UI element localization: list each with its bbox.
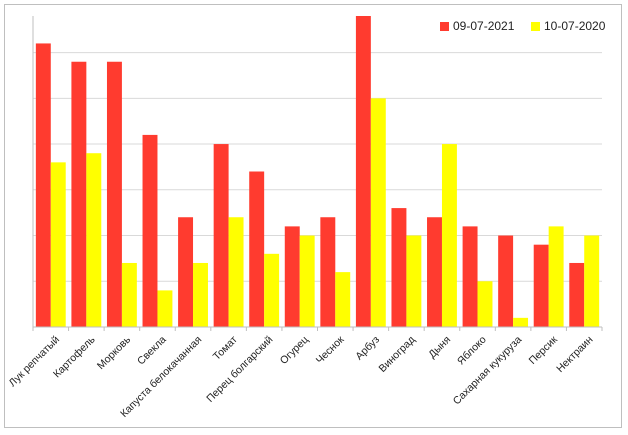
x-tick-label: Арбуз <box>353 334 382 363</box>
legend-item-series-1: 09-07-2021 <box>440 18 514 34</box>
x-tick-label: Морковь <box>95 333 134 372</box>
legend-item-series-2: 10-07-2020 <box>531 18 605 34</box>
bar-series-1-1 <box>71 61 87 328</box>
x-tick-label: Яблоко <box>455 334 489 368</box>
x-tick-label: Свекла <box>135 334 169 368</box>
bar-series-1-13 <box>498 235 514 327</box>
x-tick-label: Нектраин <box>554 334 595 375</box>
x-tick-label: Лук репчатый <box>7 334 63 390</box>
bar-series-2-7 <box>299 235 315 327</box>
legend-label-series-1: 09-07-2021 <box>453 19 515 33</box>
bar-series-1-8 <box>320 217 336 327</box>
legend-label-series-2: 10-07-2020 <box>544 19 606 33</box>
bar-series-2-14 <box>548 226 564 327</box>
x-tick-label: Чеснок <box>314 333 347 366</box>
bar-series-1-5 <box>213 144 229 327</box>
bar-series-1-6 <box>249 171 265 327</box>
x-tick-label: Сахарная кукуруза <box>451 334 525 408</box>
bar-series-1-9 <box>355 16 371 327</box>
bar-series-2-13 <box>513 317 529 327</box>
bars <box>35 16 600 328</box>
bar-series-2-11 <box>441 144 457 327</box>
bar-series-1-2 <box>106 61 122 328</box>
bar-series-1-0 <box>35 43 51 327</box>
bar-series-2-8 <box>335 272 351 327</box>
bar-series-1-15 <box>569 262 585 327</box>
bar-series-2-2 <box>121 262 137 327</box>
bar-series-2-15 <box>584 235 600 327</box>
bar-series-2-0 <box>50 162 66 327</box>
legend-swatch-series-2 <box>531 21 540 31</box>
bar-series-2-5 <box>228 217 244 327</box>
bar-series-2-1 <box>86 153 102 327</box>
bar-series-2-3 <box>157 290 173 327</box>
bar-series-1-12 <box>462 226 478 327</box>
bar-series-2-10 <box>406 235 422 327</box>
x-tick-label: Дыня <box>426 334 453 361</box>
x-tick-label: Огурец <box>278 334 311 367</box>
x-tick-label: Перец болгарский <box>204 334 275 405</box>
bar-series-2-12 <box>477 281 493 327</box>
bar-series-1-3 <box>142 134 158 327</box>
bar-series-2-6 <box>264 253 280 327</box>
x-axis <box>32 326 603 331</box>
bar-series-1-14 <box>533 244 549 327</box>
bar-series-1-4 <box>178 217 194 327</box>
bar-series-2-9 <box>370 98 386 327</box>
x-tick-label: Персик <box>527 333 560 366</box>
bar-series-1-11 <box>427 217 442 327</box>
x-tick-label: Виноград <box>376 334 417 375</box>
bar-series-1-7 <box>284 226 300 327</box>
x-tick-label: Томат <box>211 334 240 363</box>
legend-swatch-series-1 <box>440 21 449 31</box>
bar-series-2-4 <box>193 262 208 327</box>
bar-series-1-10 <box>391 208 407 327</box>
